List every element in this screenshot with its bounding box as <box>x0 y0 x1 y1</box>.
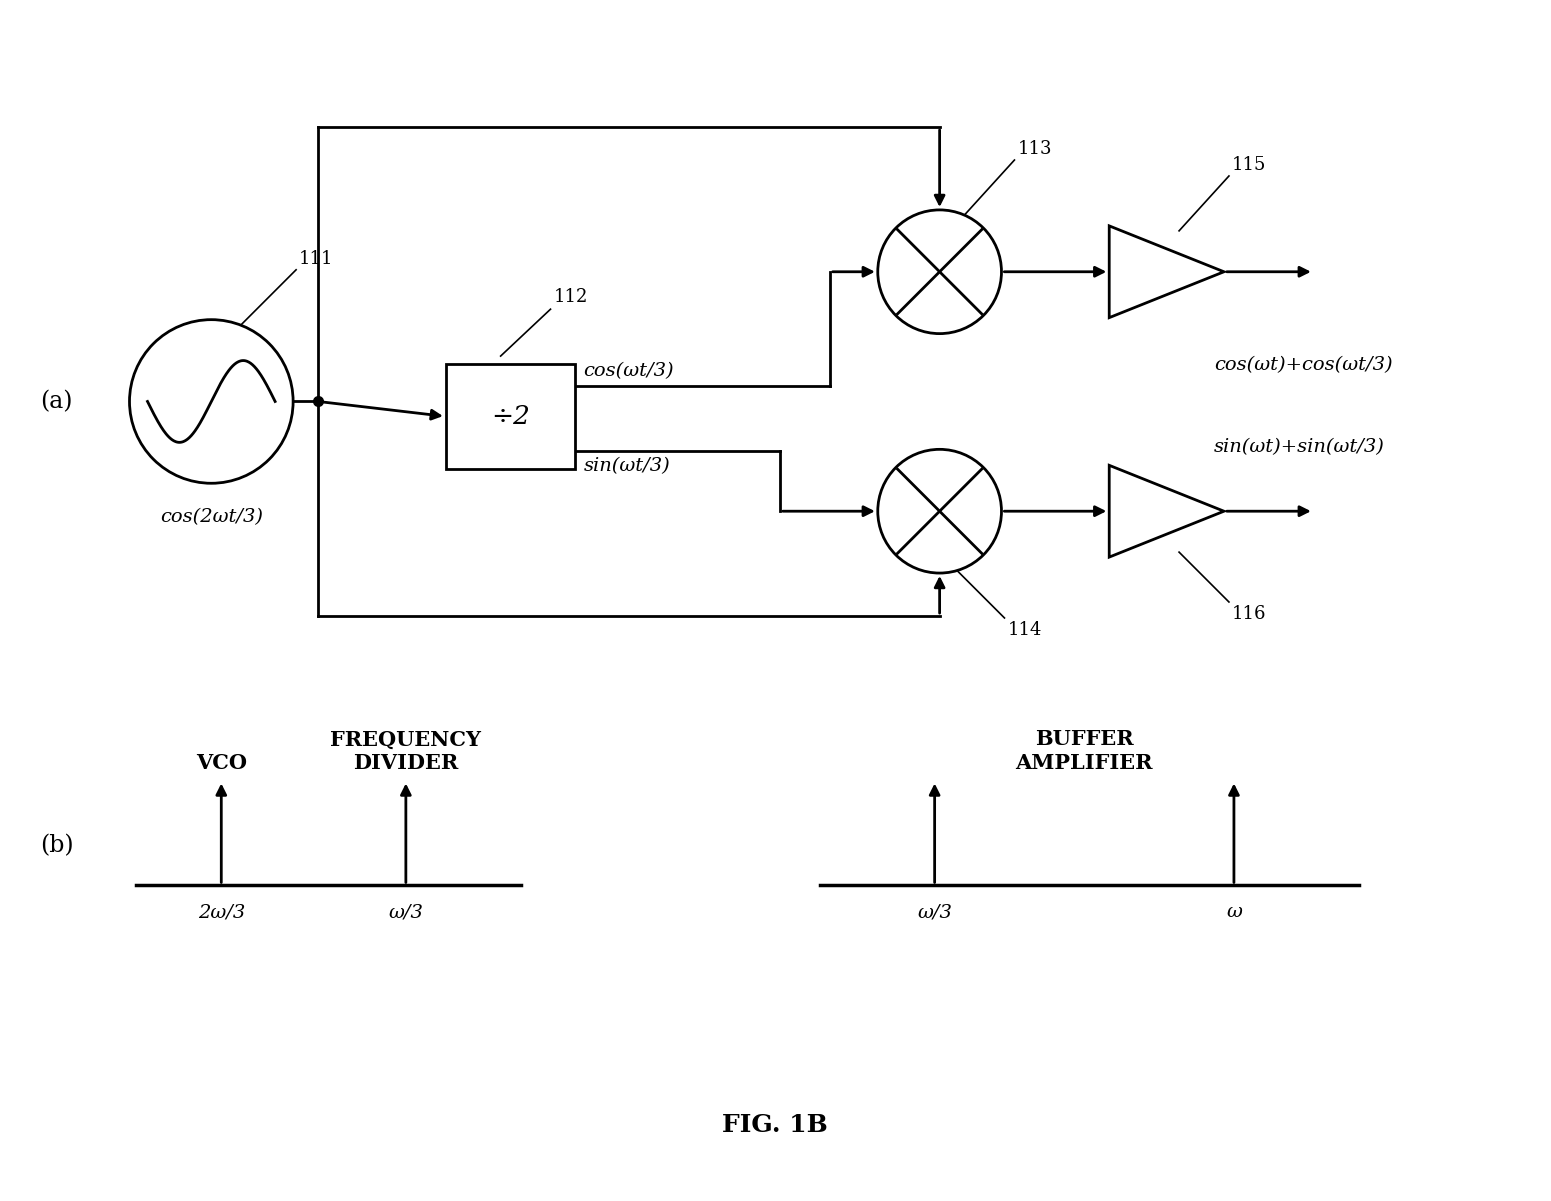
Text: FREQUENCY
DIVIDER: FREQUENCY DIVIDER <box>330 729 481 772</box>
Text: 115: 115 <box>1231 156 1266 174</box>
Text: sin(ωt)+sin(ωt/3): sin(ωt)+sin(ωt/3) <box>1214 438 1385 456</box>
Text: cos(2ωt/3): cos(2ωt/3) <box>160 508 262 526</box>
Text: 113: 113 <box>1017 141 1052 159</box>
Text: 116: 116 <box>1231 605 1267 623</box>
Bar <box>445 364 575 468</box>
Text: cos(ωt)+cos(ωt/3): cos(ωt)+cos(ωt/3) <box>1214 357 1393 375</box>
Circle shape <box>878 449 1002 573</box>
Polygon shape <box>1109 465 1224 557</box>
Text: ω/3: ω/3 <box>388 903 423 921</box>
Text: 2ω/3: 2ω/3 <box>197 903 245 921</box>
Circle shape <box>878 210 1002 334</box>
Polygon shape <box>1109 226 1224 317</box>
Text: sin(ωt/3): sin(ωt/3) <box>583 456 670 474</box>
Text: (a): (a) <box>40 390 73 413</box>
Text: ω: ω <box>1225 903 1242 921</box>
Text: FIG. 1B: FIG. 1B <box>723 1113 828 1137</box>
Text: BUFFER
AMPLIFIER: BUFFER AMPLIFIER <box>1016 729 1152 772</box>
Text: (b): (b) <box>40 833 73 858</box>
Text: 112: 112 <box>554 288 588 306</box>
Text: ω/3: ω/3 <box>917 903 952 921</box>
Text: cos(ωt/3): cos(ωt/3) <box>583 362 675 380</box>
Text: VCO: VCO <box>195 753 247 772</box>
Circle shape <box>129 319 293 483</box>
Text: 111: 111 <box>299 250 333 268</box>
Text: 114: 114 <box>1008 621 1042 639</box>
Text: ÷2: ÷2 <box>492 404 530 429</box>
